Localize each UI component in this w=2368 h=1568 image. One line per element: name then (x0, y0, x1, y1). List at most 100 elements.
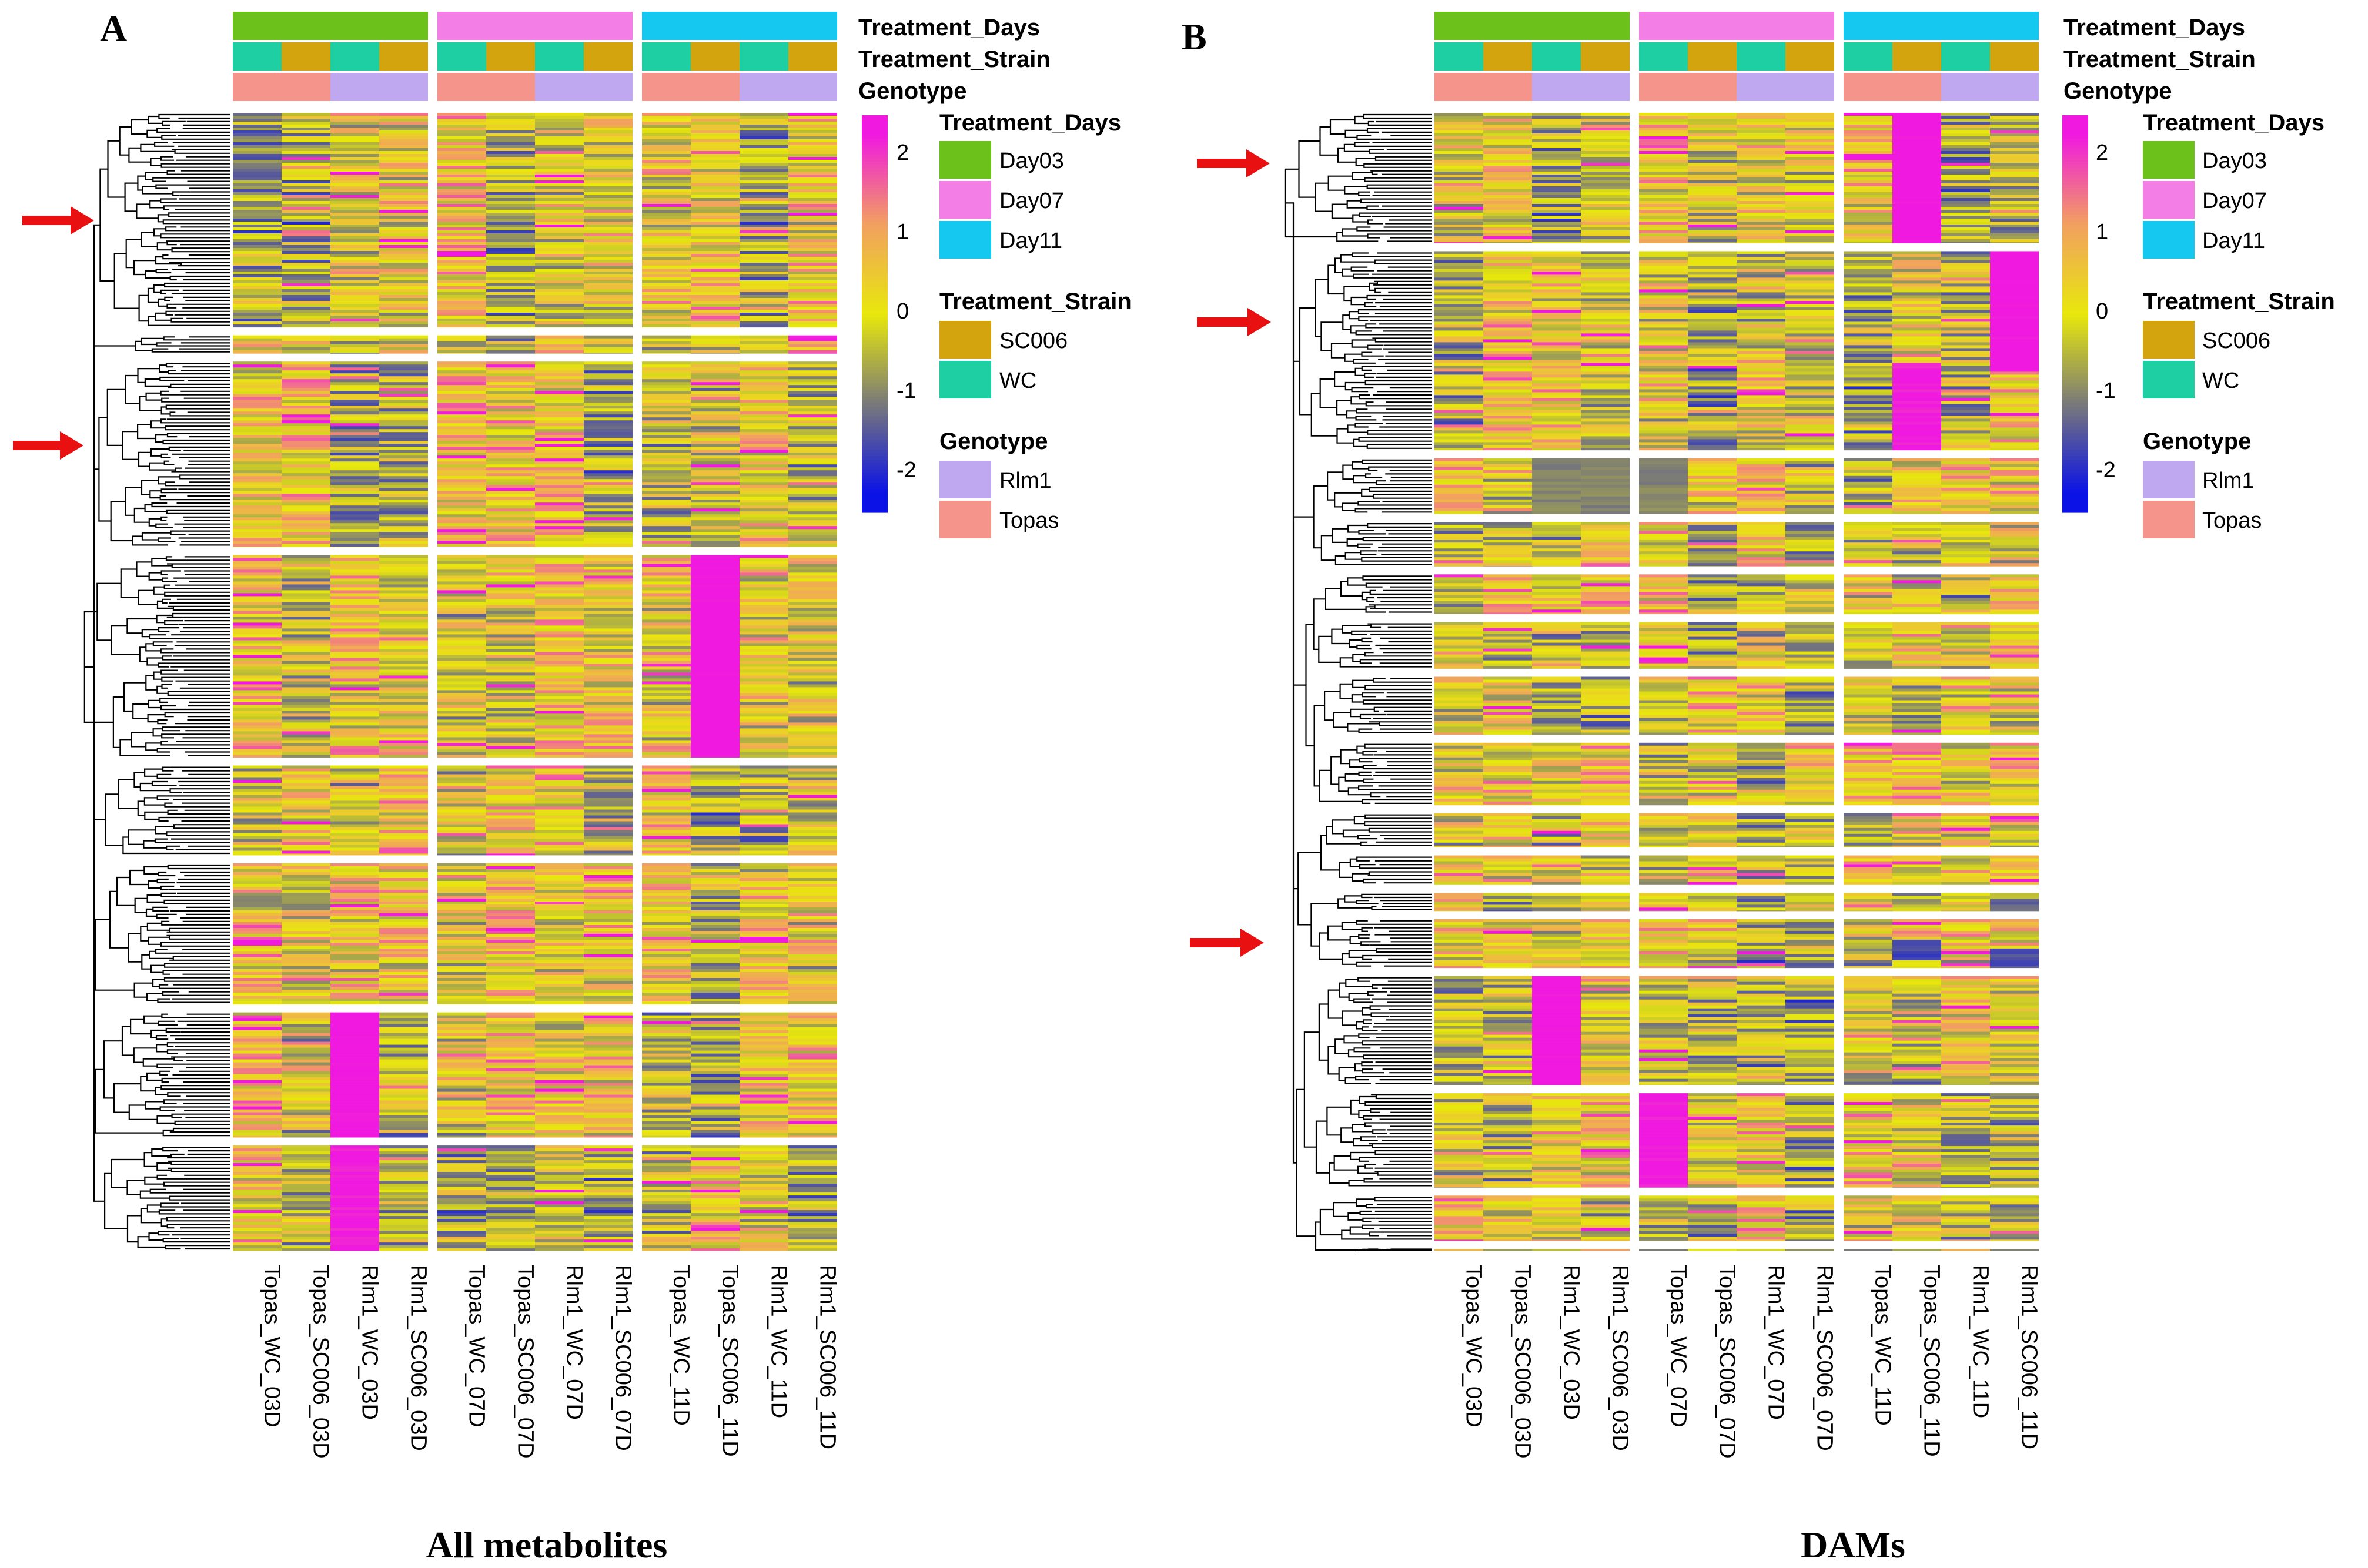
a-scale-segment (862, 343, 888, 347)
a-cell (535, 996, 584, 999)
a-cell (691, 631, 740, 635)
a-cell (379, 611, 428, 614)
a-cell (535, 567, 584, 570)
a-cell (486, 473, 536, 477)
a-scale-segment (862, 251, 888, 255)
a-cell (379, 705, 428, 708)
a-cell (642, 414, 691, 418)
a-cell (740, 786, 789, 789)
a-cell (437, 119, 487, 122)
a-cell (282, 136, 331, 140)
a-cell (233, 1106, 282, 1110)
a-scale-segment (862, 373, 888, 377)
a-cell (437, 335, 487, 339)
a-cell (282, 145, 331, 149)
a-cell (642, 783, 691, 786)
a-cell (282, 248, 331, 252)
b-cell (1483, 125, 1533, 128)
b-cell (1532, 130, 1581, 134)
b-ann-strain-9 (1892, 42, 1942, 71)
a-cell (486, 370, 536, 374)
a-cell (437, 777, 487, 780)
a-cell (330, 575, 380, 579)
a-cell (788, 789, 837, 792)
a-cell (691, 508, 740, 512)
b-cell (1639, 122, 1688, 125)
a-cell (788, 166, 837, 169)
a-cell (535, 301, 584, 304)
a-cell (691, 201, 740, 205)
a-cell (788, 690, 837, 693)
a-cell (379, 1106, 428, 1110)
a-cell (788, 175, 837, 178)
a-cell (584, 198, 633, 202)
a-cell (788, 307, 837, 310)
a-cell (437, 1012, 487, 1016)
a-cell (379, 1088, 428, 1092)
a-cell (437, 716, 487, 720)
a-cell (486, 502, 536, 506)
a-cell (642, 1056, 691, 1060)
a-cell (330, 902, 380, 905)
a-cell (642, 461, 691, 465)
a-cell (379, 133, 428, 137)
a-cell (486, 453, 536, 456)
a-cell (691, 216, 740, 219)
a-cell (584, 1219, 633, 1222)
a-cell (642, 216, 691, 219)
a-cell (642, 538, 691, 541)
a-cell (437, 233, 487, 237)
a-cell (584, 1012, 633, 1016)
a-scale-segment (862, 237, 888, 242)
a-cell (379, 453, 428, 456)
a-cell (330, 382, 380, 386)
a-cell (379, 878, 428, 882)
a-cell (642, 1068, 691, 1071)
a-scale-segment (862, 161, 888, 166)
a-cell (535, 768, 584, 772)
a-cell (584, 993, 633, 996)
a-cell (691, 1068, 740, 1071)
a-cell (330, 564, 380, 567)
a-cell (486, 966, 536, 970)
a-cell (642, 370, 691, 374)
a-cell (379, 737, 428, 741)
a-cell (282, 569, 331, 573)
a-cell (691, 792, 740, 795)
a-cell (486, 1145, 536, 1149)
a-cell (788, 319, 837, 322)
a-cell (437, 1237, 487, 1240)
a-cell (437, 818, 487, 822)
a-cell (330, 1088, 380, 1092)
a-scale-segment (862, 383, 888, 387)
a-cell (282, 391, 331, 394)
a-cell (535, 423, 584, 427)
a-cell (437, 614, 487, 617)
b-cell (1639, 160, 1688, 163)
a-cell (486, 1127, 536, 1130)
b-cell (1581, 157, 1630, 160)
b-cell (1785, 133, 1834, 137)
a-cell (282, 722, 331, 726)
a-cell (642, 640, 691, 644)
a-cell (437, 966, 487, 970)
a-cell (379, 230, 428, 234)
a-cell (740, 458, 789, 462)
a-cell (535, 875, 584, 879)
a-cell (330, 949, 380, 952)
a-cell (486, 304, 536, 307)
b-cell (1737, 125, 1786, 128)
a-cell (535, 558, 584, 561)
a-cell (788, 277, 837, 281)
panel-a-legend-title-genotype: Genotype (939, 428, 1048, 454)
a-cell (282, 461, 331, 465)
a-scale-segment (862, 430, 888, 434)
a-cell (330, 749, 380, 752)
a-cell (584, 614, 633, 617)
a-cell (788, 1094, 837, 1098)
a-cell (486, 824, 536, 827)
a-cell (233, 866, 282, 870)
a-cell (788, 251, 837, 254)
a-cell (740, 341, 789, 345)
a-cell (437, 245, 487, 249)
